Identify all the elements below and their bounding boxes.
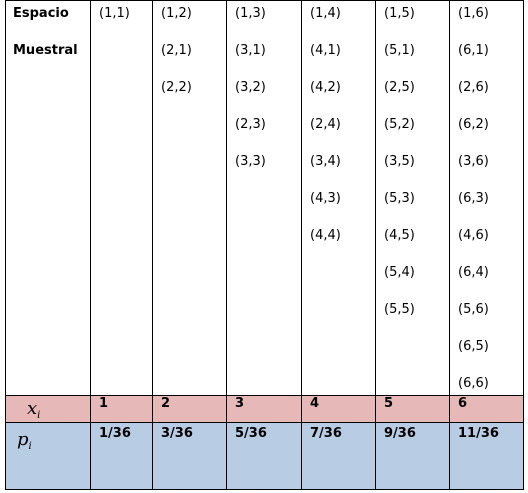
outcome-pair: (6,2) bbox=[458, 117, 489, 132]
outcome-pair: (5,4) bbox=[384, 265, 415, 280]
xi-value: 3 bbox=[235, 396, 245, 411]
pi-value: 5/36 bbox=[235, 426, 267, 441]
outcome-pair: (1,6) bbox=[458, 6, 489, 21]
pi-row-background bbox=[5, 422, 524, 490]
outcome-pair: (2,2) bbox=[161, 80, 192, 95]
outcome-pair: (3,4) bbox=[310, 154, 341, 169]
pi-value: 1/36 bbox=[99, 426, 131, 441]
outcome-pair: (4,2) bbox=[310, 80, 341, 95]
column-border bbox=[90, 0, 91, 490]
outcome-pair: (5,1) bbox=[384, 43, 415, 58]
outcome-pair: (5,6) bbox=[458, 302, 489, 317]
pi-value: 3/36 bbox=[161, 426, 193, 441]
outcome-pair: (1,2) bbox=[161, 6, 192, 21]
outcome-pair: (3,3) bbox=[235, 154, 266, 169]
column-border bbox=[449, 0, 450, 490]
outcome-pair: (6,5) bbox=[458, 339, 489, 354]
outcome-pair: (5,2) bbox=[384, 117, 415, 132]
outcome-pair: (6,1) bbox=[458, 43, 489, 58]
outcome-pair: (5,5) bbox=[384, 302, 415, 317]
xi-value: 4 bbox=[310, 396, 320, 411]
outcome-pair: (4,3) bbox=[310, 191, 341, 206]
xi-label: xi bbox=[27, 398, 41, 422]
pi-label: pi bbox=[17, 429, 32, 453]
outcome-pair: (5,3) bbox=[384, 191, 415, 206]
xi-value: 1 bbox=[99, 396, 109, 411]
outcome-pair: (4,5) bbox=[384, 228, 415, 243]
pi-value: 7/36 bbox=[310, 426, 342, 441]
header-espacio: Espacio bbox=[13, 6, 69, 21]
outcome-pair: (1,1) bbox=[99, 6, 130, 21]
outcome-pair: (1,3) bbox=[235, 6, 266, 21]
xi-value: 5 bbox=[384, 396, 394, 411]
xi-row-background bbox=[5, 395, 524, 422]
outcome-pair: (2,6) bbox=[458, 80, 489, 95]
outcome-pair: (6,3) bbox=[458, 191, 489, 206]
column-border bbox=[375, 0, 376, 490]
outcome-pair: (6,6) bbox=[458, 376, 489, 391]
row-border bbox=[5, 422, 524, 423]
outcome-pair: (3,6) bbox=[458, 154, 489, 169]
xi-value: 6 bbox=[458, 396, 468, 411]
outcome-pair: (6,4) bbox=[458, 265, 489, 280]
sample-space-table: Espacio Muestral xi pi (1,1) 1 1/36 (1,2) (2… bbox=[5, 0, 524, 490]
outcome-pair: (4,1) bbox=[310, 43, 341, 58]
row-border bbox=[5, 395, 524, 396]
row-border bbox=[5, 489, 524, 490]
outcome-pair: (1,4) bbox=[310, 6, 341, 21]
column-border bbox=[301, 0, 302, 490]
pi-value: 9/36 bbox=[384, 426, 416, 441]
outcome-pair: (1,5) bbox=[384, 6, 415, 21]
column-border bbox=[5, 0, 6, 490]
column-border bbox=[226, 0, 227, 490]
outcome-pair: (3,2) bbox=[235, 80, 266, 95]
outcome-pair: (2,3) bbox=[235, 117, 266, 132]
pi-value: 11/36 bbox=[458, 426, 499, 441]
outcome-pair: (3,1) bbox=[235, 43, 266, 58]
column-border bbox=[152, 0, 153, 490]
header-muestral: Muestral bbox=[13, 43, 78, 58]
xi-value: 2 bbox=[161, 396, 171, 411]
outcome-pair: (2,5) bbox=[384, 80, 415, 95]
column-border bbox=[523, 0, 524, 490]
outcome-pair: (3,5) bbox=[384, 154, 415, 169]
outcome-pair: (4,6) bbox=[458, 228, 489, 243]
outcome-pair: (2,4) bbox=[310, 117, 341, 132]
row-border bbox=[5, 0, 524, 1]
outcome-pair: (4,4) bbox=[310, 228, 341, 243]
outcome-pair: (2,1) bbox=[161, 43, 192, 58]
